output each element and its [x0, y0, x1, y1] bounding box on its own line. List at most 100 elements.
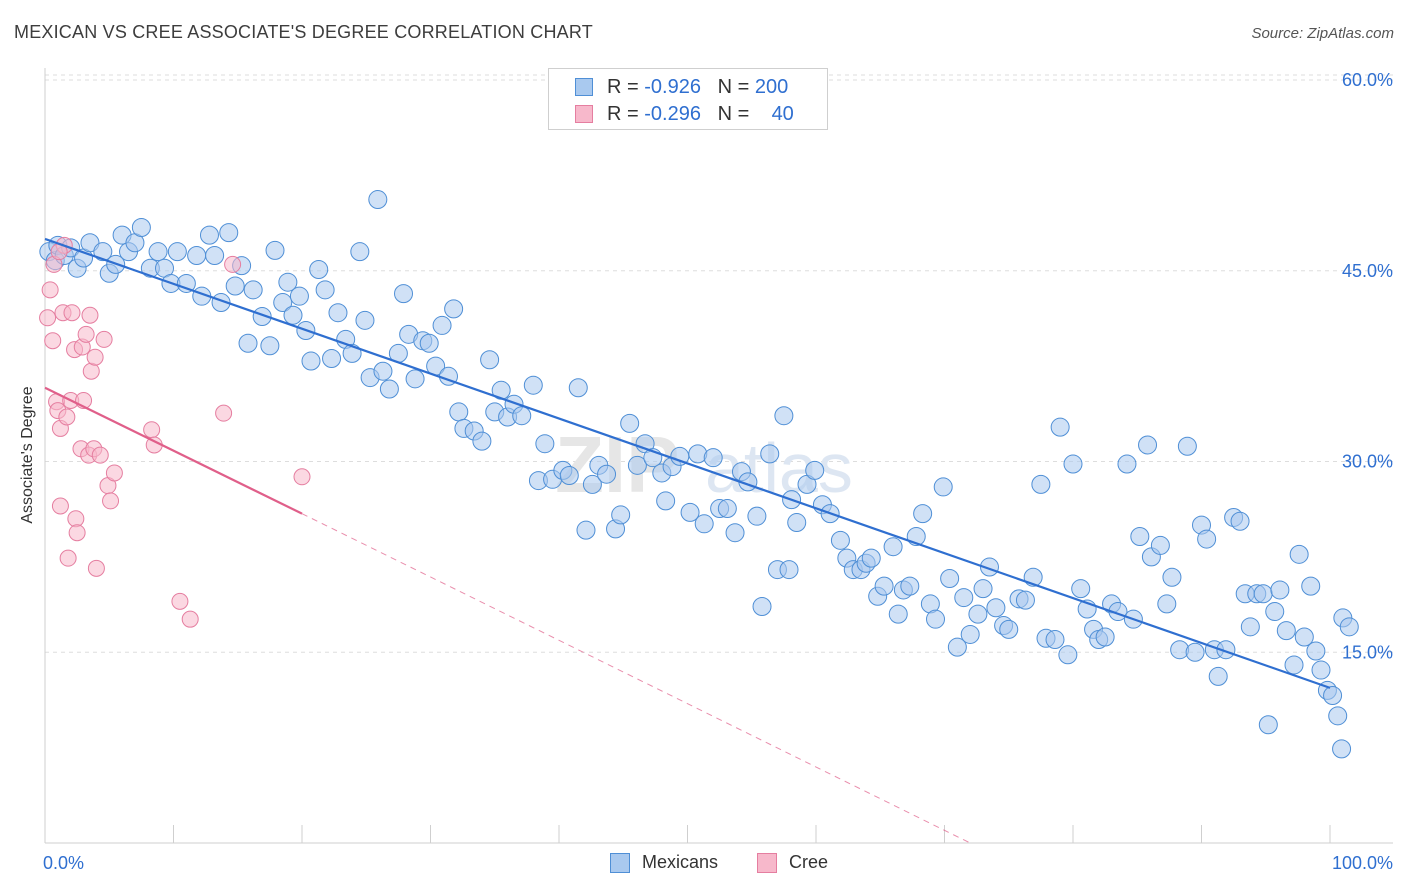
data-point-mexicans [328, 303, 348, 323]
data-point-cree [51, 497, 69, 515]
data-point-mexicans [1230, 511, 1250, 531]
data-point-mexicans [973, 579, 993, 599]
data-point-mexicans [225, 276, 245, 296]
data-point-mexicans [1095, 627, 1115, 647]
data-point-mexicans [986, 598, 1006, 618]
data-point-mexicans [278, 272, 298, 292]
data-point-mexicans [252, 307, 272, 327]
data-point-mexicans [238, 333, 258, 353]
data-point-mexicans [1284, 655, 1304, 675]
series-swatch-cree [757, 852, 777, 873]
legend-r-value-cree: -0.296 [644, 102, 701, 125]
data-point-mexicans [472, 431, 492, 451]
data-point-mexicans [1253, 584, 1273, 604]
data-point-mexicans [900, 576, 920, 596]
data-point-cree [95, 330, 113, 348]
data-point-mexicans [861, 548, 881, 568]
data-point-mexicans [913, 504, 933, 524]
watermark: ZIP atlas [555, 420, 853, 509]
data-point-mexicans [1270, 580, 1290, 600]
legend-n-label: N = [717, 102, 755, 125]
data-point-mexicans [1071, 579, 1091, 599]
data-point-mexicans [260, 336, 280, 356]
data-point-mexicans [289, 286, 309, 306]
data-point-mexicans [582, 474, 602, 494]
data-point-mexicans [947, 637, 967, 657]
legend-r-label: R = [607, 102, 645, 125]
legend-n-label: N = [717, 75, 755, 98]
data-point-mexicans [350, 242, 370, 262]
data-point-cree [181, 610, 199, 628]
data-point-mexicans [627, 455, 647, 475]
mexicans-points [39, 190, 1359, 759]
data-point-mexicans [1015, 590, 1035, 610]
data-point-mexicans [1058, 645, 1078, 665]
data-point-mexicans [444, 299, 464, 319]
data-point-cree [39, 309, 57, 327]
data-point-mexicans [1258, 715, 1278, 735]
data-point-mexicans [1063, 454, 1083, 474]
trend-line-cree-extension [301, 513, 971, 844]
data-point-mexicans [523, 375, 543, 395]
svg-text:atlas: atlas [705, 429, 853, 507]
data-point-mexicans [1311, 660, 1331, 680]
axes [44, 68, 1393, 844]
data-point-mexicans [1162, 567, 1182, 587]
data-point-mexicans [1045, 630, 1065, 650]
x-tick-label: 100.0% [1332, 853, 1393, 873]
data-point-mexicans [1197, 529, 1217, 549]
data-point-mexicans [512, 406, 532, 426]
data-point-cree [143, 421, 161, 439]
data-point-mexicans [717, 499, 737, 519]
data-point-mexicans [432, 315, 452, 335]
tick-labels: 15.0% 30.0% 45.0% 60.0% 0.0% 100.0% [43, 70, 1393, 873]
data-point-cree [68, 524, 86, 542]
data-point-mexicans [656, 491, 676, 511]
data-point-mexicans [309, 259, 329, 279]
data-point-mexicans [1208, 666, 1228, 686]
trend-line-cree [44, 386, 303, 515]
correlation-legend: R = -0.926 N = 200 R = -0.296 N = 40 [548, 68, 828, 130]
data-point-mexicans [568, 378, 588, 398]
data-point-cree [63, 304, 81, 322]
source-label: Source: ZipAtlas.com [1251, 25, 1394, 42]
data-point-mexicans [176, 273, 196, 293]
data-point-mexicans [1177, 436, 1197, 456]
data-point-mexicans [805, 460, 825, 480]
series-legend-mexicans[interactable]: Mexicans [610, 852, 718, 873]
legend-r-label: R = [607, 75, 645, 98]
series-legend: Mexicans Cree [0, 852, 1406, 878]
data-point-cree [59, 549, 77, 567]
data-point-mexicans [1276, 621, 1296, 641]
data-point-mexicans [1294, 627, 1314, 647]
data-point-mexicans [774, 406, 794, 426]
data-point-mexicans [779, 560, 799, 580]
data-point-mexicans [620, 413, 640, 433]
data-point-mexicans [243, 280, 263, 300]
data-point-mexicans [1138, 435, 1158, 455]
data-point-mexicans [187, 245, 207, 265]
data-point-mexicans [205, 245, 225, 265]
data-point-mexicans [273, 293, 293, 313]
y-tick-label: 30.0% [1342, 452, 1393, 472]
data-point-cree [77, 325, 95, 343]
series-legend-cree[interactable]: Cree [757, 852, 828, 873]
data-point-mexicans [373, 361, 393, 381]
data-point-mexicans [1332, 739, 1352, 759]
series-swatch-mexicans [610, 852, 630, 873]
data-point-mexicans [405, 369, 425, 389]
data-point-mexicans [830, 530, 850, 550]
data-point-cree [44, 332, 62, 350]
data-point-mexicans [680, 502, 700, 522]
data-point-mexicans [199, 225, 219, 245]
data-point-mexicans [752, 596, 772, 616]
data-point-mexicans [1240, 617, 1260, 637]
data-point-mexicans [1157, 594, 1177, 614]
data-point-mexicans [1150, 535, 1170, 555]
data-point-mexicans [480, 350, 500, 370]
data-point-mexicans [167, 242, 187, 262]
legend-n-value-cree: 40 [771, 102, 794, 125]
data-point-cree [86, 348, 104, 366]
data-point-mexicans [888, 604, 908, 624]
